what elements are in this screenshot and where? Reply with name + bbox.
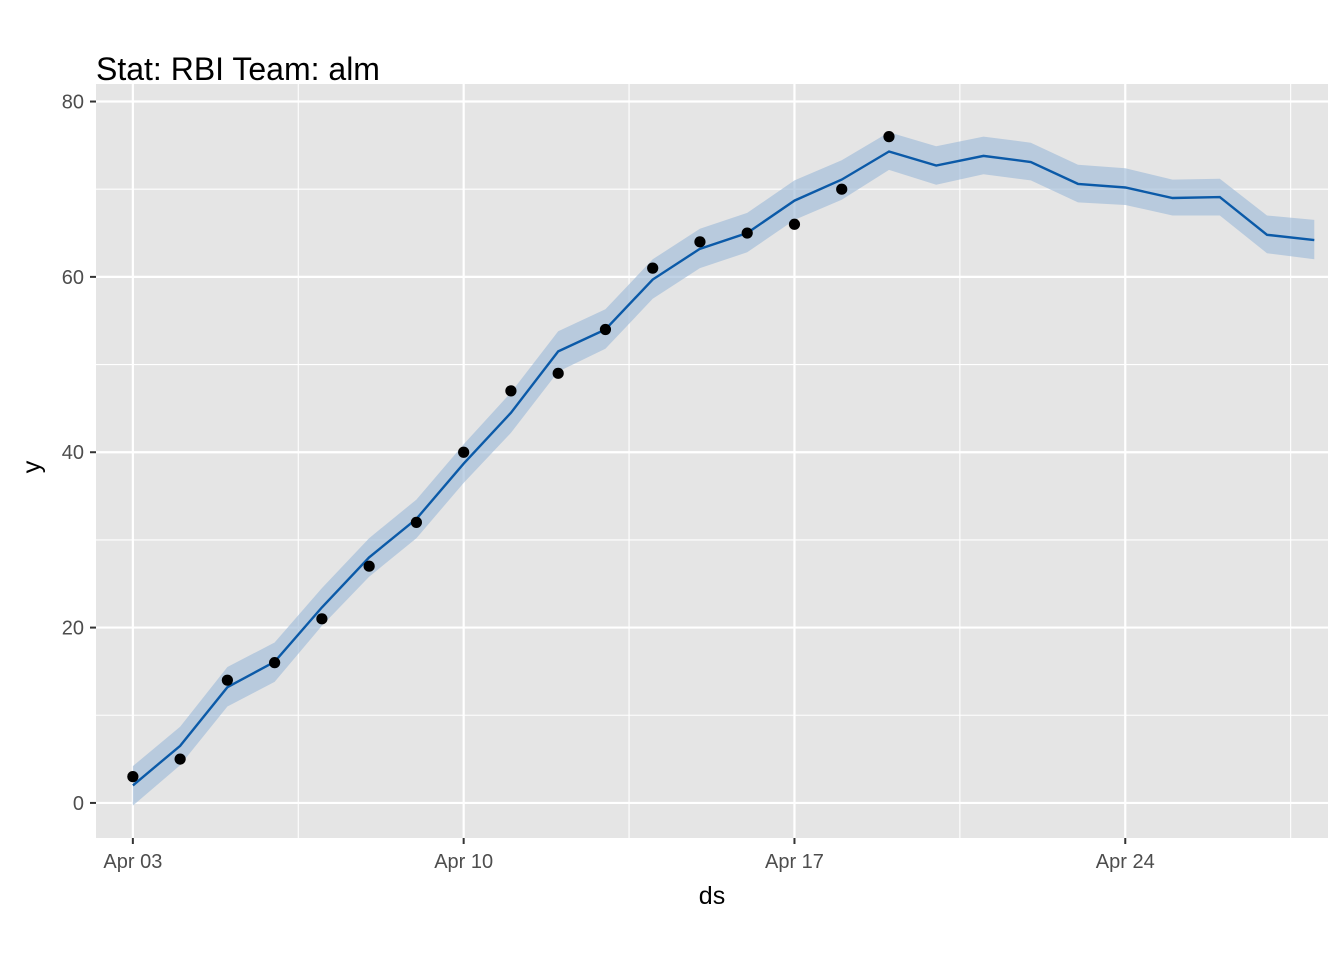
y-axis: 0 20 40 60 80 xyxy=(62,92,96,815)
data-point xyxy=(552,367,564,379)
y-axis-title: y xyxy=(18,460,46,473)
data-point xyxy=(127,771,139,783)
data-point xyxy=(836,183,848,195)
x-tick-label: Apr 24 xyxy=(1096,851,1155,873)
observed-points xyxy=(127,131,895,783)
data-point xyxy=(174,753,186,765)
data-point xyxy=(505,385,517,397)
data-point xyxy=(741,227,753,239)
data-point xyxy=(363,560,375,572)
x-axis-title: ds xyxy=(699,882,725,910)
x-tick-label: Apr 10 xyxy=(434,851,493,873)
x-tick-label: Apr 03 xyxy=(103,851,162,873)
data-point xyxy=(221,674,233,686)
data-point xyxy=(788,218,801,230)
y-tick-label: 0 xyxy=(73,793,84,815)
data-point xyxy=(694,236,706,248)
data-point xyxy=(269,657,281,669)
x-tick-label: Apr 17 xyxy=(765,851,824,873)
y-tick-label: 20 xyxy=(62,618,84,640)
minor-gridlines xyxy=(96,84,1328,838)
forecast-line xyxy=(132,150,1315,787)
plot-panel xyxy=(96,84,1328,838)
y-tick-label: 80 xyxy=(62,92,84,114)
chart-title: Stat: RBI Team: alm xyxy=(96,51,380,87)
y-tick-label: 60 xyxy=(62,267,84,289)
data-point xyxy=(458,446,470,458)
y-tick-label: 40 xyxy=(62,442,84,464)
uncertainty-band xyxy=(132,132,1315,806)
data-point xyxy=(316,613,328,625)
data-point xyxy=(410,516,423,528)
data-point xyxy=(599,323,612,336)
data-point xyxy=(647,262,659,274)
data-point xyxy=(883,131,895,143)
x-axis: Apr 03 Apr 10 Apr 17 Apr 24 xyxy=(103,838,1155,873)
